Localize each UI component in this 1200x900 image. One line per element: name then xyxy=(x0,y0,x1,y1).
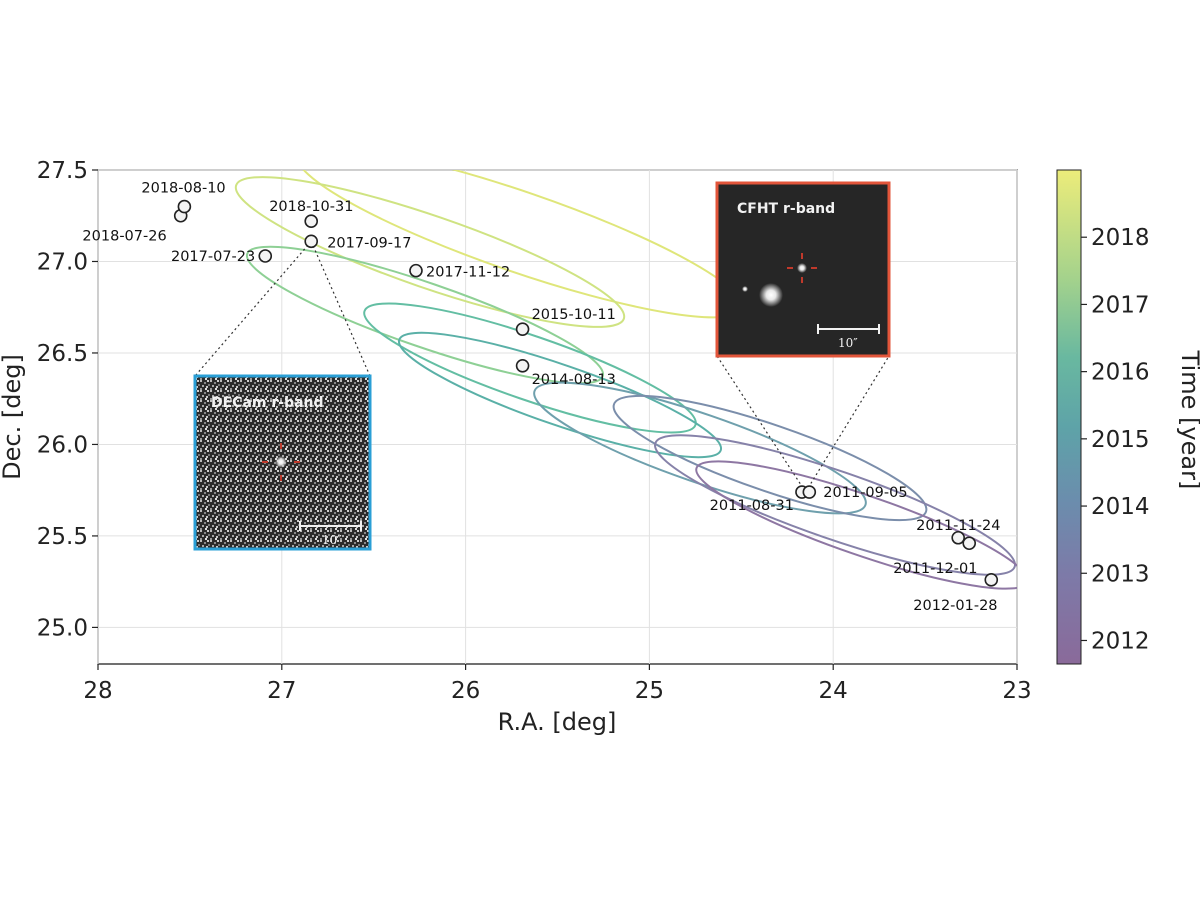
y-tick-label: 25.5 xyxy=(37,524,88,550)
data-point xyxy=(304,214,319,229)
data-point-label: 2011-11-24 xyxy=(916,518,1000,534)
data-point-label: 2011-08-31 xyxy=(710,498,794,514)
orbit-ellipse xyxy=(397,331,723,459)
orbit-ellipse xyxy=(612,394,928,522)
data-points: 2011-08-31 2011-09-05 2011-11-24 2011-12-01… xyxy=(82,181,1000,614)
inset-connector-line xyxy=(805,355,890,493)
inset-decam-image xyxy=(193,374,372,551)
data-point-label: 2018-07-26 xyxy=(82,229,166,245)
colorbar-title: Time [year] xyxy=(1176,350,1200,490)
colorbar-tick-label: 2017 xyxy=(1091,292,1150,318)
data-point xyxy=(304,234,319,249)
data-point xyxy=(409,263,423,278)
inset-cfht: CFHT r-band 10″ xyxy=(715,181,891,358)
data-point xyxy=(515,358,530,373)
inset-connectors xyxy=(194,240,890,493)
orbit-ellipse xyxy=(245,245,605,385)
inset-cfht-bright-star xyxy=(759,283,783,307)
orbit-ellipse xyxy=(654,434,1016,576)
data-point xyxy=(515,322,530,336)
data-point xyxy=(177,199,192,214)
data-point-label: 2014-08-13 xyxy=(532,372,616,388)
data-point-label: 2017-07-23 xyxy=(171,249,255,265)
y-tick-label: 26.0 xyxy=(37,432,88,458)
data-point-label: 2011-09-05 xyxy=(823,485,907,501)
y-axis-title: Dec. [deg] xyxy=(0,354,26,480)
colorbar-ticks: 2012 2013 2014 2015 2016 2017 2018 xyxy=(1081,225,1150,654)
data-point-label: 2012-01-28 xyxy=(913,598,997,614)
inset-decam: DECam r-band 10″ xyxy=(193,374,372,551)
inset-cfht-title: CFHT r-band xyxy=(737,201,835,217)
y-tick-label: 25.0 xyxy=(37,615,88,641)
colorbar-gradient xyxy=(1056,169,1082,665)
x-tick-label: 26 xyxy=(451,678,480,704)
orbit-ellipse xyxy=(234,176,626,328)
x-tick-label: 23 xyxy=(1002,678,1031,704)
x-tick-label: 27 xyxy=(267,678,296,704)
orbit-ellipse xyxy=(533,381,867,515)
orbit-ellipse xyxy=(695,460,1017,590)
x-tick-label: 28 xyxy=(83,678,112,704)
x-axis-title: R.A. [deg] xyxy=(498,708,617,736)
inset-connector-line xyxy=(716,355,807,493)
y-tick-label: 27.5 xyxy=(37,158,88,184)
inset-cfht-star xyxy=(742,286,748,292)
inset-cfht-image xyxy=(715,181,891,358)
inset-cfht-target xyxy=(797,263,807,273)
inset-cfht-scale-label: 10″ xyxy=(838,336,858,350)
data-point xyxy=(962,536,977,551)
data-point xyxy=(802,485,817,499)
y-tick-label: 26.5 xyxy=(37,341,88,367)
colorbar-tick-label: 2014 xyxy=(1091,494,1150,520)
axis-ticks: 28 27 26 25 24 23 25.0 25.5 26.0 26.5 27.0 27.5 xyxy=(37,158,1032,704)
data-point-label: 2011-12-01 xyxy=(893,561,977,577)
data-point-label: 2017-09-17 xyxy=(327,235,411,251)
data-point-label: 2018-10-31 xyxy=(269,199,353,215)
inset-decam-title: DECam r-band xyxy=(211,395,324,411)
colorbar-tick-label: 2012 xyxy=(1091,628,1150,654)
y-tick-label: 27.0 xyxy=(37,249,88,275)
colorbar-tick-label: 2016 xyxy=(1091,360,1150,386)
colorbar-tick-label: 2018 xyxy=(1091,225,1150,251)
colorbar-tick-label: 2013 xyxy=(1091,561,1150,587)
data-point-label: 2015-10-11 xyxy=(532,307,616,323)
colorbar-tick-label: 2015 xyxy=(1091,427,1150,453)
inset-decam-target xyxy=(275,456,287,468)
x-tick-label: 24 xyxy=(819,678,848,704)
orbit-ellipse xyxy=(363,302,697,434)
data-point-label: 2018-08-10 xyxy=(141,181,225,197)
data-point xyxy=(984,573,999,587)
x-tick-label: 25 xyxy=(635,678,664,704)
data-point-label: 2017-11-12 xyxy=(426,265,510,281)
colorbar: 2012 2013 2014 2015 2016 2017 2018 Time [year] xyxy=(1056,169,1200,665)
inset-decam-scale-label: 10″ xyxy=(322,533,342,547)
data-point xyxy=(258,249,273,263)
data-point xyxy=(951,530,965,545)
